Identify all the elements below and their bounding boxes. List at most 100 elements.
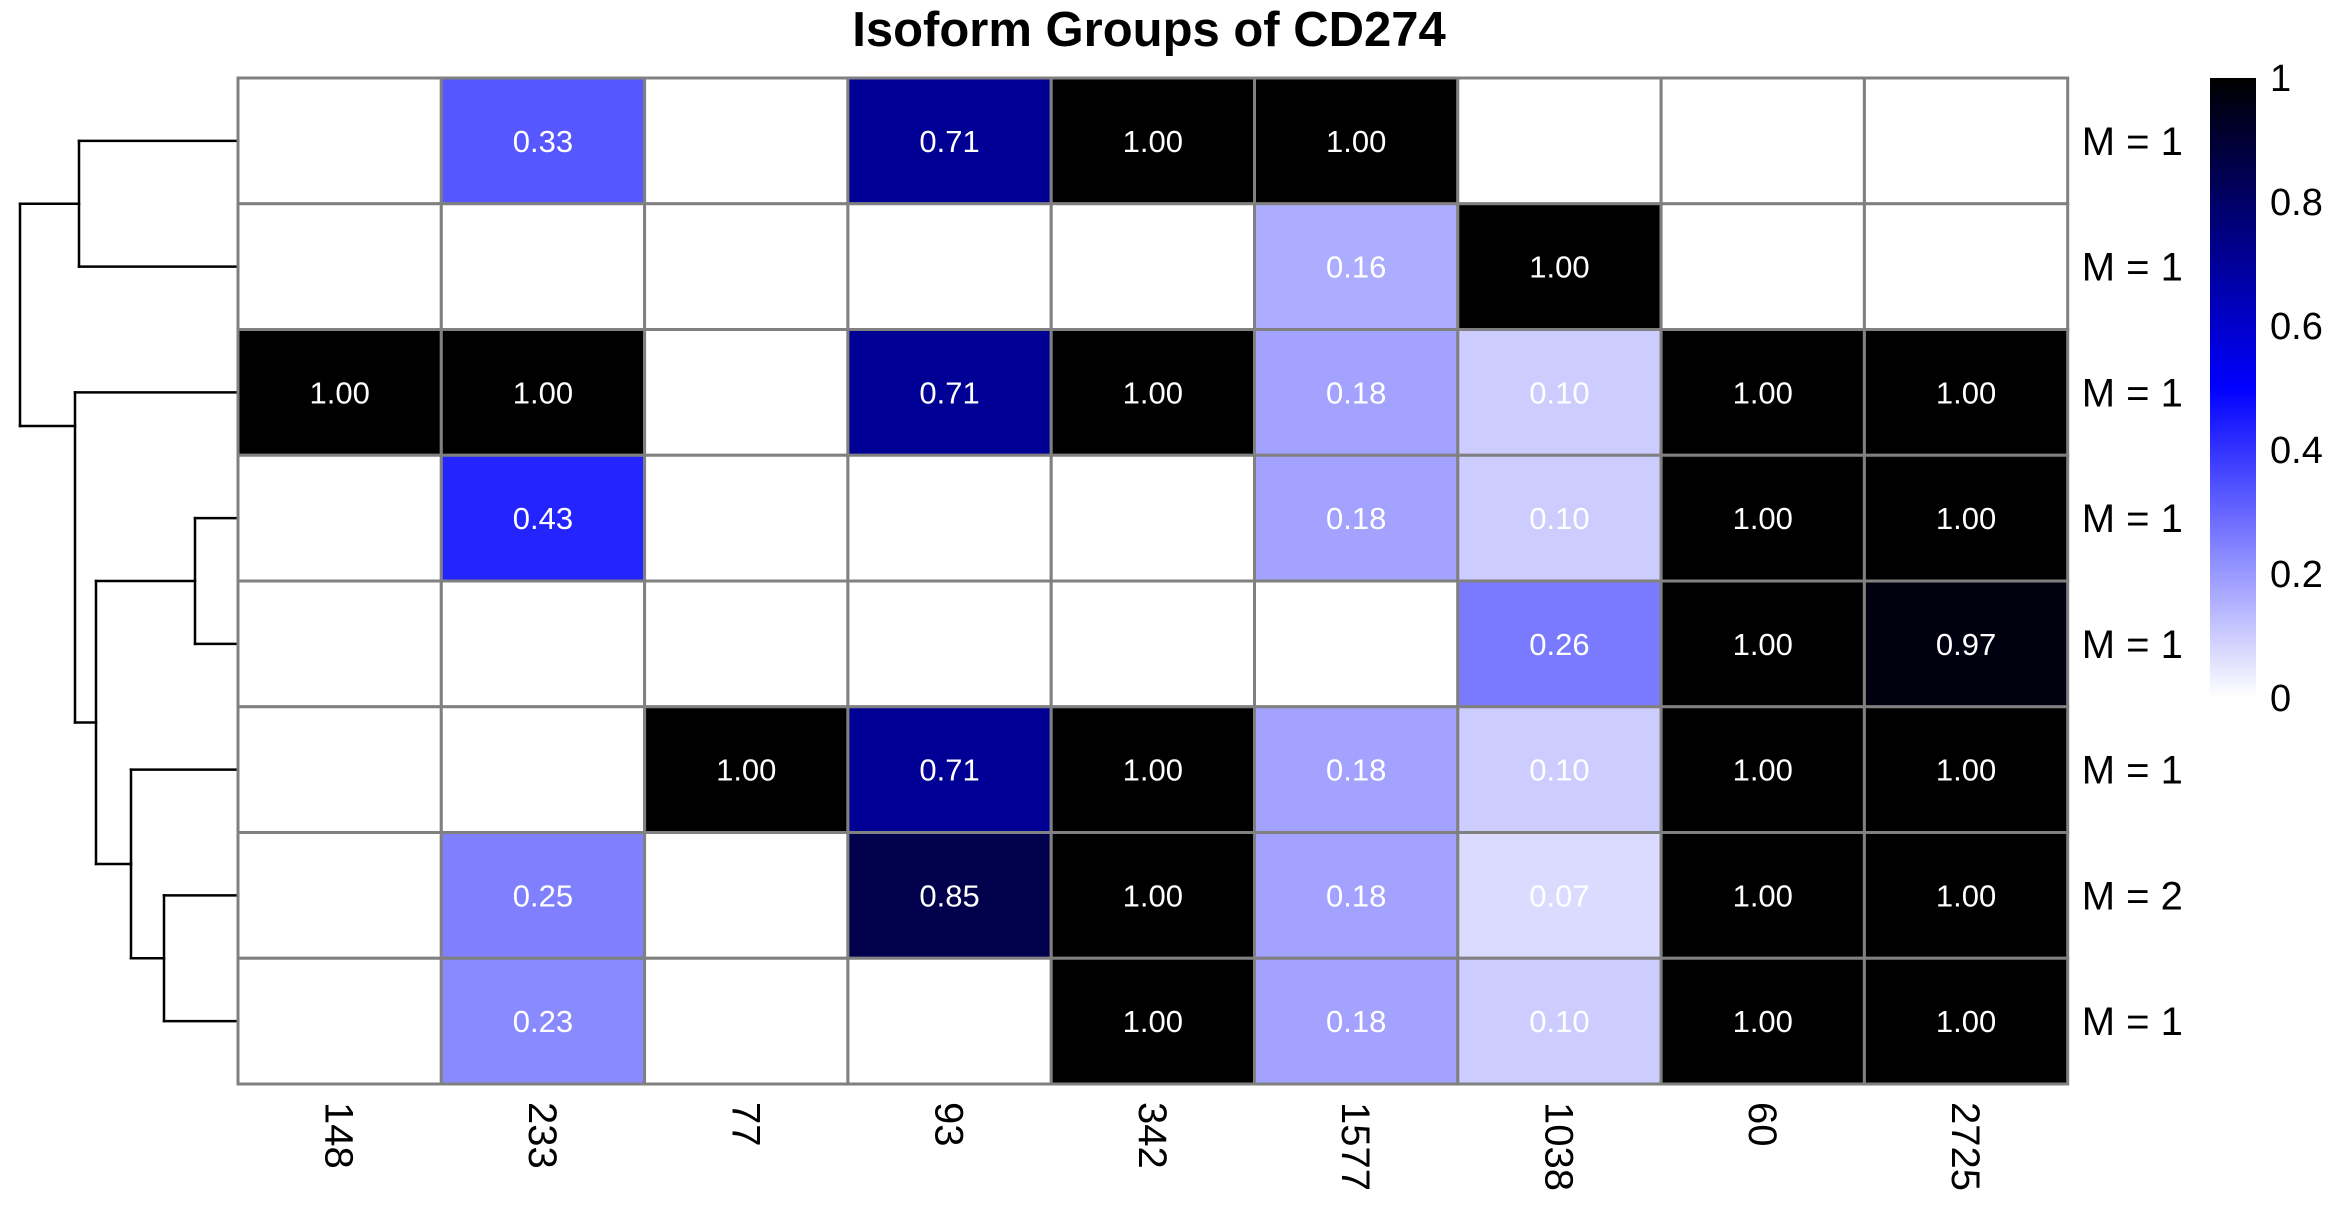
heatmap-cell — [1049, 831, 1256, 960]
heatmap-cell — [1253, 328, 1460, 457]
cell-value-label: 0.71 — [919, 753, 979, 788]
heatmap-cell — [1862, 202, 2070, 331]
heatmap-cell — [1049, 453, 1256, 583]
heatmap-cell — [1862, 76, 2070, 206]
heatmap-cell — [846, 453, 1053, 583]
heatmap-cell — [846, 76, 1053, 206]
column-label: 1577 — [1333, 1102, 1377, 1191]
heatmap-cell — [1253, 831, 1460, 960]
heatmap-cell — [643, 328, 850, 457]
row-label: M = 1 — [2082, 371, 2183, 415]
row-labels: M = 1 M = 1 M = 1 M = 1 M = 1 M = 1 M = 2 M = 1 — [2082, 120, 2183, 1044]
heatmap-cell — [1659, 328, 1866, 457]
cell-value-label: 0.71 — [919, 375, 979, 410]
cell-value-label: 0.71 — [919, 124, 979, 159]
column-label: 60 — [1740, 1102, 1784, 1147]
column-labels: 148 233 77 93 342 1577 1038 60 2725 — [317, 1102, 1987, 1191]
cell-value-label: 0.18 — [1326, 1004, 1386, 1039]
heatmap-cell — [236, 579, 443, 709]
heatmap-cell — [236, 328, 443, 457]
heatmap-cell — [1659, 453, 1866, 583]
row-label: M = 1 — [2082, 623, 2183, 667]
cell-value-label: 1.00 — [1936, 753, 1996, 788]
cell-value-label: 0.07 — [1529, 878, 1589, 913]
cell-value-label: 1.00 — [1733, 627, 1793, 662]
heatmap-cell — [439, 705, 647, 834]
heatmap-cell — [439, 956, 647, 1086]
heatmap-cell — [1456, 453, 1663, 583]
legend-tick-label: 1 — [2270, 58, 2291, 100]
heatmap-cell — [846, 328, 1053, 457]
heatmap-cell — [439, 328, 647, 457]
cell-value-label: 0.26 — [1529, 627, 1589, 662]
heatmap-cell — [643, 453, 850, 583]
column-label: 77 — [723, 1102, 767, 1147]
column-label: 342 — [1130, 1102, 1174, 1169]
heatmap-cell — [1253, 453, 1460, 583]
cell-value-label: 1.00 — [1733, 501, 1793, 536]
heatmap-cell — [1456, 328, 1663, 457]
heatmap-cell — [846, 579, 1053, 709]
heatmap-cell — [236, 705, 443, 834]
cell-value-label: 1.00 — [1733, 753, 1793, 788]
heatmap-cell — [643, 956, 850, 1086]
cell-value-label: 1.00 — [309, 375, 369, 410]
heatmap-cell — [1659, 76, 1866, 206]
cell-value-label: 1.00 — [513, 375, 573, 410]
cell-value-label: 1.00 — [716, 753, 776, 788]
cell-value-label: 0.10 — [1529, 375, 1589, 410]
cell-value-label: 1.00 — [1936, 375, 1996, 410]
heatmap-cell — [1253, 76, 1460, 206]
cell-value-label: 0.43 — [513, 501, 573, 536]
heatmap-cell — [439, 76, 647, 206]
cell-value-label: 1.00 — [1123, 124, 1183, 159]
heatmap-cell — [1456, 76, 1663, 206]
column-label: 1038 — [1536, 1102, 1580, 1191]
heatmap-cell — [1862, 956, 2070, 1086]
cell-value-label: 1.00 — [1733, 375, 1793, 410]
legend-tick-label: 0.4 — [2270, 430, 2323, 472]
cell-value-label: 1.00 — [1326, 124, 1386, 159]
row-label: M = 1 — [2082, 120, 2183, 164]
heatmap-cell — [1862, 328, 2070, 457]
cell-value-label: 0.85 — [919, 878, 979, 913]
heatmap-cell — [439, 202, 647, 331]
heatmap-cell — [643, 76, 850, 206]
legend-tick-label: 0.8 — [2270, 182, 2323, 224]
heatmap-cell — [1049, 956, 1256, 1086]
cell-value-label: 0.18 — [1326, 753, 1386, 788]
heatmap-cell — [1862, 831, 2070, 960]
heatmap-cell — [236, 956, 443, 1086]
cell-value-label: 1.00 — [1936, 1004, 1996, 1039]
legend-tick-label: 0 — [2270, 678, 2291, 720]
cell-value-label: 1.00 — [1529, 250, 1589, 285]
row-label: M = 1 — [2082, 1000, 2183, 1044]
cell-value-label: 0.18 — [1326, 375, 1386, 410]
heatmap-cell — [1862, 453, 2070, 583]
row-label: M = 1 — [2082, 749, 2183, 793]
cell-value-label: 0.25 — [513, 878, 573, 913]
heatmap-cells: 0.33 0.71 1.00 1.00 0.16 1.00 1.00 1.00 0.71 1.00… — [236, 76, 2070, 1086]
cell-value-label: 0.10 — [1529, 1004, 1589, 1039]
color-legend: 1 0.8 0.6 0.4 0.2 0 — [2210, 58, 2323, 720]
heatmap-cell — [1049, 76, 1256, 206]
cell-value-label: 0.97 — [1936, 627, 1996, 662]
heatmap-cell — [1253, 579, 1460, 709]
heatmap-cell — [643, 579, 850, 709]
cell-value-label: 0.10 — [1529, 501, 1589, 536]
heatmap-cell — [1456, 831, 1663, 960]
cell-value-label: 1.00 — [1936, 501, 1996, 536]
row-label: M = 1 — [2082, 497, 2183, 541]
heatmap-cell — [236, 76, 443, 206]
heatmap-cell — [1253, 705, 1460, 834]
heatmap-cell — [1049, 579, 1256, 709]
heatmap-cell — [1456, 956, 1663, 1086]
heatmap-cell — [1456, 202, 1663, 331]
cell-value-label: 0.16 — [1326, 250, 1386, 285]
heatmap-cell — [236, 202, 443, 331]
cell-value-label: 1.00 — [1123, 375, 1183, 410]
heatmap-cell — [1659, 202, 1866, 331]
column-label: 93 — [927, 1102, 971, 1147]
column-label: 233 — [520, 1102, 564, 1169]
heatmap-cell — [1659, 956, 1866, 1086]
